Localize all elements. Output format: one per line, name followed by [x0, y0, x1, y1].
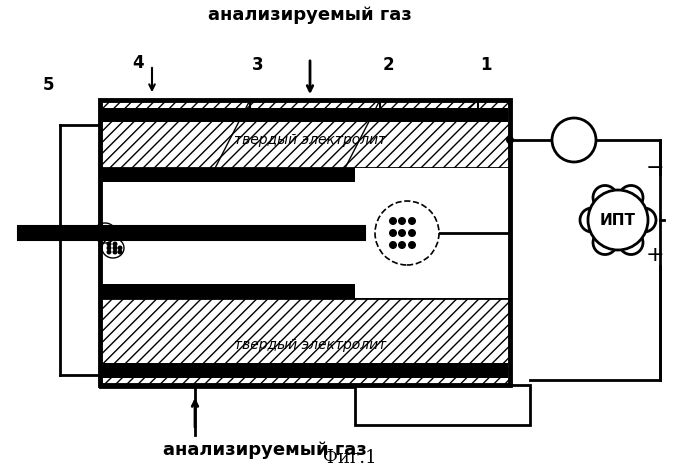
Circle shape: [408, 229, 416, 237]
Text: твердый электролит: твердый электролит: [234, 338, 386, 352]
Circle shape: [593, 230, 617, 255]
Circle shape: [588, 190, 648, 250]
Circle shape: [97, 235, 103, 241]
Circle shape: [580, 208, 604, 232]
Circle shape: [389, 241, 397, 249]
Circle shape: [97, 230, 103, 235]
Text: анализируемый газ: анализируемый газ: [208, 6, 412, 24]
Bar: [102, 284, 355, 298]
Circle shape: [113, 245, 117, 251]
Circle shape: [593, 186, 617, 210]
Circle shape: [632, 208, 656, 232]
Text: 3: 3: [252, 56, 264, 74]
Circle shape: [398, 217, 406, 225]
Circle shape: [389, 229, 397, 237]
Circle shape: [106, 245, 112, 251]
Circle shape: [619, 230, 643, 255]
Circle shape: [106, 242, 112, 246]
Circle shape: [103, 230, 108, 235]
Circle shape: [389, 217, 397, 225]
Circle shape: [619, 186, 643, 210]
Bar: [102, 363, 508, 378]
Circle shape: [108, 235, 113, 241]
Circle shape: [408, 241, 416, 249]
Bar: [100, 168, 510, 298]
Text: 4: 4: [132, 54, 144, 72]
Circle shape: [106, 250, 112, 254]
Text: 1: 1: [480, 56, 492, 74]
Text: −: −: [646, 158, 664, 178]
Circle shape: [375, 201, 439, 265]
Bar: [18, 226, 365, 240]
Circle shape: [97, 226, 103, 230]
Circle shape: [108, 230, 113, 235]
Bar: [355, 385, 530, 425]
Circle shape: [103, 226, 108, 230]
Circle shape: [552, 118, 596, 162]
Text: анализируемый газ: анализируемый газ: [163, 441, 367, 459]
Circle shape: [408, 217, 416, 225]
Text: 5: 5: [42, 76, 54, 94]
Circle shape: [398, 229, 406, 237]
Bar: [102, 168, 355, 182]
Bar: [100, 298, 510, 385]
Circle shape: [117, 245, 122, 251]
Text: А: А: [568, 133, 580, 148]
Circle shape: [117, 250, 122, 254]
Text: 2: 2: [382, 56, 394, 74]
Bar: [100, 100, 510, 385]
Bar: [100, 100, 510, 168]
Circle shape: [113, 242, 117, 246]
Text: ИПТ: ИПТ: [600, 212, 636, 227]
Circle shape: [113, 250, 117, 254]
Circle shape: [103, 235, 108, 241]
Text: твердый электролит: твердый электролит: [234, 133, 386, 147]
Circle shape: [506, 136, 514, 144]
Text: Фиг.1: Фиг.1: [323, 449, 377, 467]
Circle shape: [398, 241, 406, 249]
Bar: [102, 108, 508, 122]
Text: +: +: [646, 245, 664, 265]
